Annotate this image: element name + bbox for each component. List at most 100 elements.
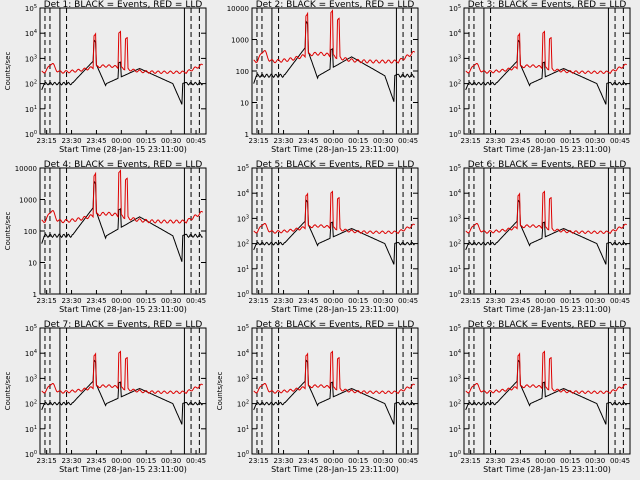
y-tick-label: 100 <box>449 290 461 299</box>
x-tick-label: 00:45 <box>398 457 418 465</box>
detector-panel-1: Det 1: BLACK = Events, RED = LLD10010110… <box>4 0 207 154</box>
x-tick-label: 23:45 <box>86 457 106 465</box>
x-tick-label: 00:45 <box>610 457 630 465</box>
y-tick-label: 105 <box>449 4 461 13</box>
x-axis-label: Start Time (28-Jan-15 23:11:00) <box>59 465 187 474</box>
y-tick-label: 104 <box>449 29 461 38</box>
y-tick-exponent: 3 <box>34 374 37 380</box>
series-line-lld <box>465 30 627 75</box>
series-line-events <box>41 39 203 105</box>
series-line-lld <box>253 350 415 395</box>
y-tick-label: 101 <box>237 265 249 274</box>
y-tick-label: 102 <box>449 400 461 409</box>
series-line-lld <box>41 350 203 395</box>
series-line-lld <box>465 350 627 395</box>
y-tick-exponent: 4 <box>246 349 249 355</box>
y-tick-exponent: 0 <box>34 130 37 136</box>
panel-title: Det 2: BLACK = Events, RED = LLD <box>256 0 415 10</box>
y-tick-exponent: 5 <box>458 164 461 170</box>
y-tick-exponent: 4 <box>458 349 461 355</box>
x-tick-label: 23:45 <box>510 137 530 145</box>
x-tick-label: 00:00 <box>535 137 555 145</box>
y-tick-exponent: 5 <box>246 324 249 330</box>
panel-title: Det 5: BLACK = Events, RED = LLD <box>256 160 415 170</box>
detector-panel-6: Det 6: BLACK = Events, RED = LLD10010110… <box>449 160 631 314</box>
y-tick-exponent: 1 <box>458 425 461 431</box>
y-tick-label: 103 <box>449 54 461 63</box>
x-tick-label: 00:15 <box>136 457 156 465</box>
y-tick-exponent: 4 <box>458 189 461 195</box>
x-tick-label: 23:30 <box>273 137 293 145</box>
series-line-lld <box>465 190 627 235</box>
detector-panel-8: Det 8: BLACK = Events, RED = LLD10010110… <box>216 320 419 474</box>
y-tick-exponent: 2 <box>34 80 37 86</box>
y-tick-label: 100 <box>237 450 249 459</box>
x-tick-label: 23:15 <box>249 297 269 305</box>
y-tick-label: 100 <box>24 228 37 236</box>
panel-title: Det 9: BLACK = Events, RED = LLD <box>468 320 627 330</box>
axes-frame <box>463 327 631 455</box>
y-tick-exponent: 5 <box>458 4 461 10</box>
y-tick-exponent: 3 <box>34 54 37 60</box>
x-tick-label: 23:15 <box>461 137 481 145</box>
y-tick-label: 102 <box>237 240 249 249</box>
x-tick-label: 23:30 <box>61 457 81 465</box>
y-tick-exponent: 5 <box>34 324 37 330</box>
y-axis-label: Counts/sec <box>4 212 12 251</box>
y-tick-label: 104 <box>449 189 461 198</box>
y-tick-label: 104 <box>449 349 461 358</box>
x-tick-label: 00:30 <box>161 137 181 145</box>
x-tick-label: 23:45 <box>298 137 318 145</box>
detector-panel-3: Det 3: BLACK = Events, RED = LLD10010110… <box>449 0 631 154</box>
detector-panel-5: Det 5: BLACK = Events, RED = LLD10010110… <box>237 160 419 314</box>
y-tick-exponent: 3 <box>458 214 461 220</box>
y-tick-label: 102 <box>25 400 37 409</box>
y-tick-label: 100 <box>449 130 461 139</box>
x-tick-label: 23:45 <box>298 457 318 465</box>
x-tick-label: 00:15 <box>560 297 580 305</box>
axes-frame <box>251 327 419 455</box>
y-tick-label: 10000 <box>15 165 37 173</box>
series-line-events <box>253 199 415 265</box>
x-axis-label: Start Time (28-Jan-15 23:11:00) <box>59 305 187 314</box>
y-tick-label: 103 <box>237 374 249 383</box>
x-axis-label: Start Time (28-Jan-15 23:11:00) <box>483 145 611 154</box>
series-line-events <box>465 199 627 265</box>
x-tick-label: 23:30 <box>61 137 81 145</box>
y-tick-label: 103 <box>25 374 37 383</box>
x-tick-label: 00:45 <box>186 297 206 305</box>
y-tick-exponent: 0 <box>458 450 461 456</box>
x-tick-label: 00:45 <box>398 137 418 145</box>
series-line-events <box>253 20 415 102</box>
series-line-lld <box>41 30 203 75</box>
y-tick-exponent: 3 <box>458 54 461 60</box>
panel-title: Det 6: BLACK = Events, RED = LLD <box>468 160 627 170</box>
series-line-events <box>41 180 203 262</box>
x-tick-label: 23:45 <box>510 297 530 305</box>
y-tick-label: 100 <box>449 450 461 459</box>
y-tick-label: 1000 <box>19 197 37 205</box>
x-tick-label: 23:30 <box>273 457 293 465</box>
y-tick-exponent: 3 <box>458 374 461 380</box>
y-tick-label: 100 <box>25 450 37 459</box>
x-tick-label: 00:45 <box>186 137 206 145</box>
y-tick-label: 102 <box>25 80 37 89</box>
y-tick-label: 100 <box>25 130 37 139</box>
y-tick-label: 101 <box>449 105 461 114</box>
y-tick-exponent: 2 <box>34 400 37 406</box>
x-tick-label: 00:15 <box>136 297 156 305</box>
y-tick-exponent: 0 <box>34 450 37 456</box>
y-tick-label: 100 <box>236 68 249 76</box>
y-tick-label: 104 <box>25 349 37 358</box>
series-line-events <box>41 359 203 425</box>
x-tick-label: 23:15 <box>37 137 57 145</box>
y-tick-exponent: 4 <box>458 29 461 35</box>
x-tick-label: 00:30 <box>585 297 605 305</box>
y-tick-exponent: 0 <box>246 290 249 296</box>
y-tick-label: 101 <box>25 105 37 114</box>
panel-title: Det 4: BLACK = Events, RED = LLD <box>44 160 203 170</box>
detector-panel-9: Det 9: BLACK = Events, RED = LLD10010110… <box>449 320 631 474</box>
y-tick-label: 10 <box>28 260 37 268</box>
y-tick-exponent: 2 <box>458 400 461 406</box>
